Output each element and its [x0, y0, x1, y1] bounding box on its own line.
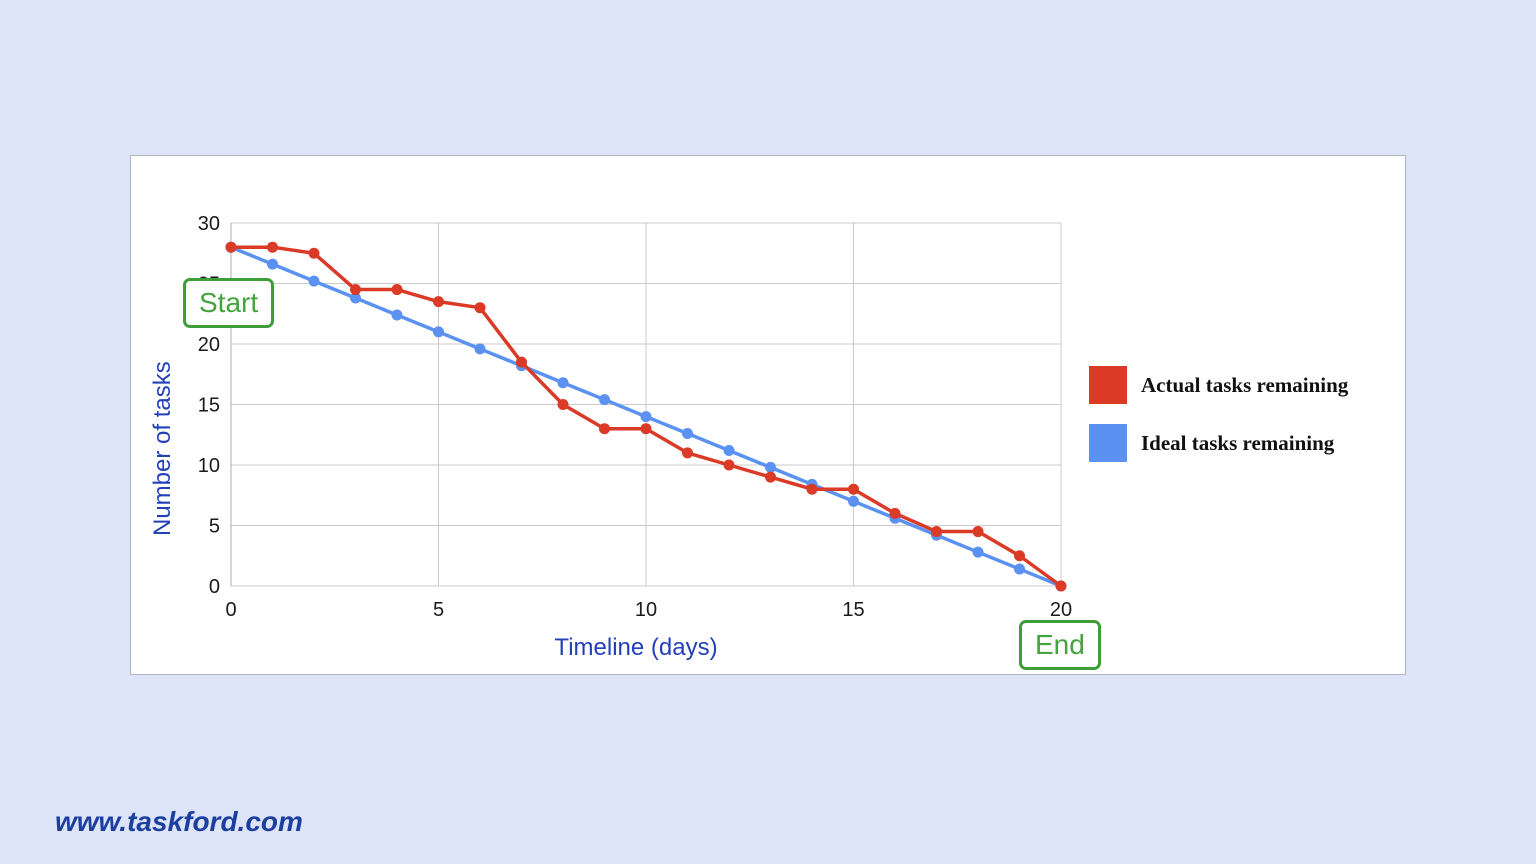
start-annotation-badge: Start [183, 278, 275, 328]
y-axis-title: Number of tasks [149, 361, 176, 536]
svg-text:0: 0 [225, 599, 236, 621]
svg-text:20: 20 [1050, 599, 1072, 621]
svg-text:10: 10 [635, 599, 657, 621]
svg-text:15: 15 [198, 395, 220, 417]
burndown-chart-panel: 05101520253005101520 Number of tasks Tim… [130, 155, 1406, 675]
svg-text:10: 10 [198, 455, 220, 477]
legend-swatch-actual [1089, 366, 1127, 404]
svg-text:0: 0 [209, 576, 220, 598]
chart-legend: Actual tasks remaining Ideal tasks remai… [1089, 366, 1348, 482]
x-axis-title: Timeline (days) [554, 634, 718, 661]
svg-text:20: 20 [198, 334, 220, 356]
legend-item-actual: Actual tasks remaining [1089, 366, 1348, 404]
end-annotation-badge: End [1019, 620, 1101, 670]
svg-text:5: 5 [209, 516, 220, 538]
website-watermark: www.taskford.com [55, 806, 303, 837]
svg-text:5: 5 [433, 599, 444, 621]
legend-swatch-ideal [1089, 424, 1127, 462]
burndown-chart-plot: 05101520253005101520 [198, 213, 1072, 621]
legend-item-ideal: Ideal tasks remaining [1089, 424, 1348, 462]
svg-text:15: 15 [842, 599, 864, 621]
svg-text:30: 30 [198, 213, 220, 235]
legend-label-ideal: Ideal tasks remaining [1141, 430, 1335, 455]
legend-label-actual: Actual tasks remaining [1141, 372, 1349, 397]
